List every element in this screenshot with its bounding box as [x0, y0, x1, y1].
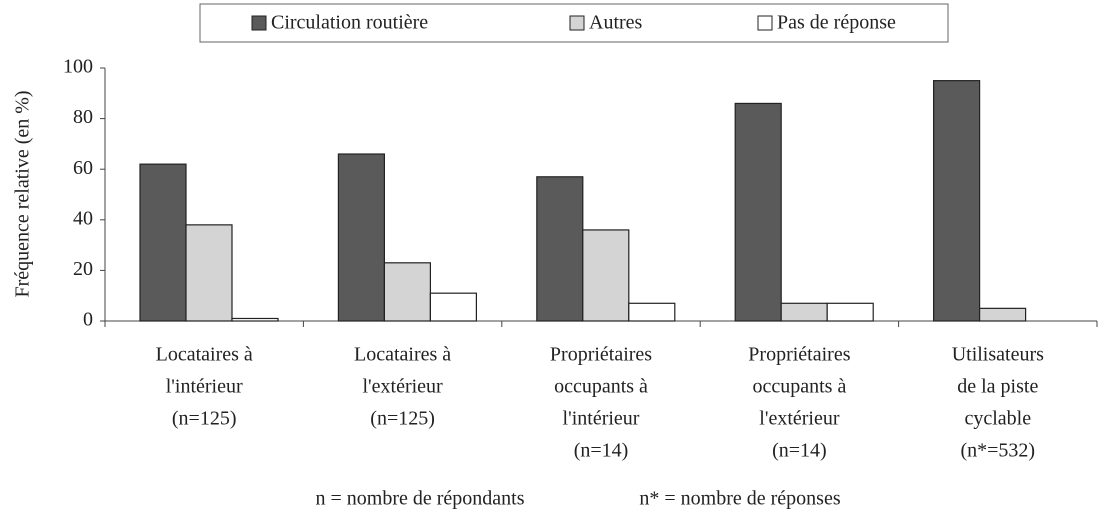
bar [932, 80, 981, 322]
x-tick-label: (n=125) [172, 408, 237, 430]
bar [734, 102, 782, 322]
x-tick-label: l'intérieur [563, 408, 640, 430]
x-tick-label: Locataires à [156, 344, 253, 366]
x-tick-label: de la piste [957, 376, 1038, 398]
bar [139, 163, 187, 322]
note: n = nombre de répondants [315, 488, 524, 510]
note: n* = nombre de réponses [639, 488, 840, 510]
x-tick-label: l'extérieur [759, 408, 840, 430]
legend-label: Autres [589, 12, 643, 34]
y-axis-title: Fréquence relative (en %) [12, 90, 34, 297]
x-tick-label: occupants à [752, 376, 846, 398]
bar [185, 224, 233, 322]
x-tick-label: occupants à [554, 376, 648, 398]
y-tick-label: 60 [73, 157, 93, 179]
bar [337, 153, 385, 322]
x-tick-label: (n*=532) [960, 440, 1035, 462]
x-tick-label: (n=14) [772, 440, 827, 462]
x-tick-label: l'intérieur [166, 376, 243, 398]
x-tick-label: Propriétaires [748, 344, 850, 366]
legend-swatch [569, 15, 585, 31]
x-tick-label: l'extérieur [362, 376, 443, 398]
legend-swatch [251, 15, 267, 31]
bar [628, 302, 676, 322]
x-tick-label: Locataires à [354, 344, 451, 366]
bar [536, 176, 584, 322]
bar [978, 307, 1027, 322]
x-tick-label: (n=125) [370, 408, 435, 430]
legend-label: Pas de réponse [777, 12, 896, 34]
x-tick-label: cyclable [964, 408, 1031, 430]
bar [582, 229, 630, 322]
legend-swatch [757, 15, 773, 31]
y-tick-label: 100 [63, 56, 93, 78]
bar [383, 262, 431, 322]
y-tick-label: 40 [73, 207, 93, 229]
x-tick-label: Utilisateurs [952, 344, 1044, 366]
legend-label: Circulation routière [271, 12, 428, 34]
x-tick-label: Propriétaires [550, 344, 652, 366]
bar [429, 292, 477, 322]
bar [826, 302, 874, 322]
x-tick-label: (n=14) [574, 440, 629, 462]
y-tick-label: 0 [83, 309, 93, 331]
bar [780, 302, 828, 322]
y-tick-label: 80 [73, 106, 93, 128]
y-tick-label: 20 [73, 258, 93, 280]
bar [231, 317, 279, 322]
